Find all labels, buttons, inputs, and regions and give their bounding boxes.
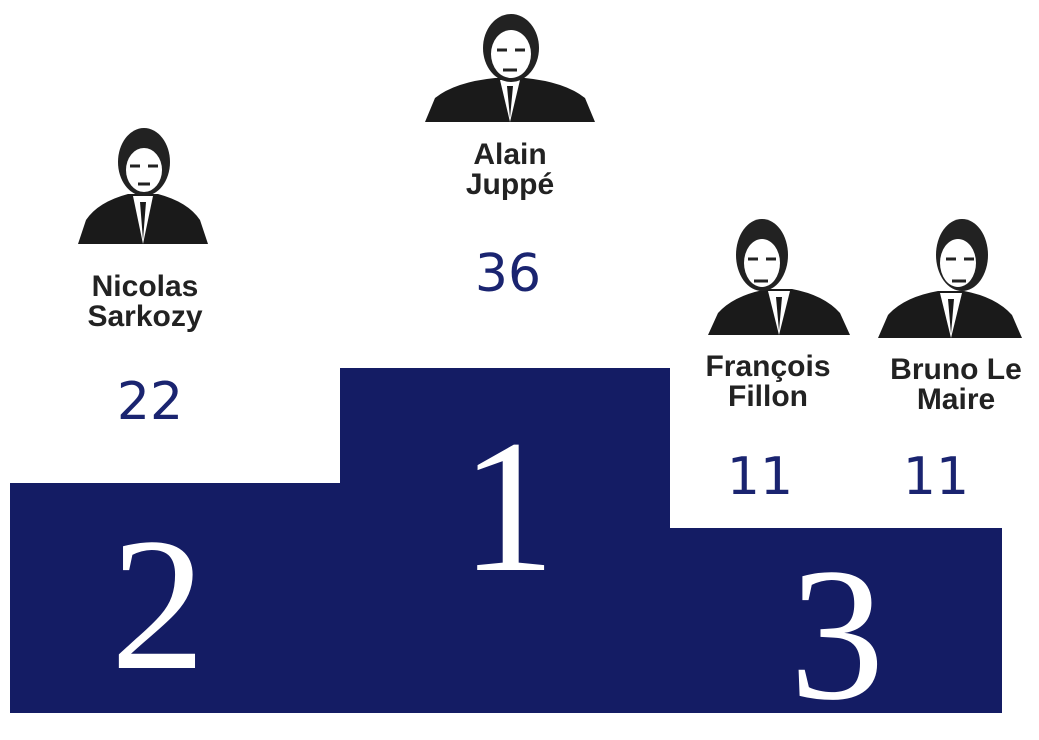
page: 2 1 3 Nicolas Sarkozy Alain Juppé Franço… — [10, 14, 1022, 713]
candidate-name: Bruno Le Maire — [890, 353, 1022, 416]
candidate-score: 11 — [726, 447, 794, 507]
podium-step — [10, 483, 340, 713]
podium-step — [340, 368, 670, 713]
rank-label: 1 — [460, 402, 556, 612]
candidate-score: 36 — [474, 244, 542, 304]
candidate-name: Alain Juppé — [465, 138, 555, 201]
candidate-score: 22 — [116, 372, 184, 432]
rank-label: 3 — [789, 530, 885, 740]
podium-step — [670, 528, 1002, 713]
portrait — [78, 128, 208, 244]
candidate-name: Nicolas Sarkozy — [87, 270, 203, 333]
portrait — [708, 219, 850, 335]
portrait — [878, 219, 1022, 338]
candidate-name: François Fillon — [705, 350, 831, 413]
portrait — [425, 14, 595, 122]
candidate-score: 11 — [902, 447, 970, 507]
rank-label: 2 — [110, 500, 206, 710]
